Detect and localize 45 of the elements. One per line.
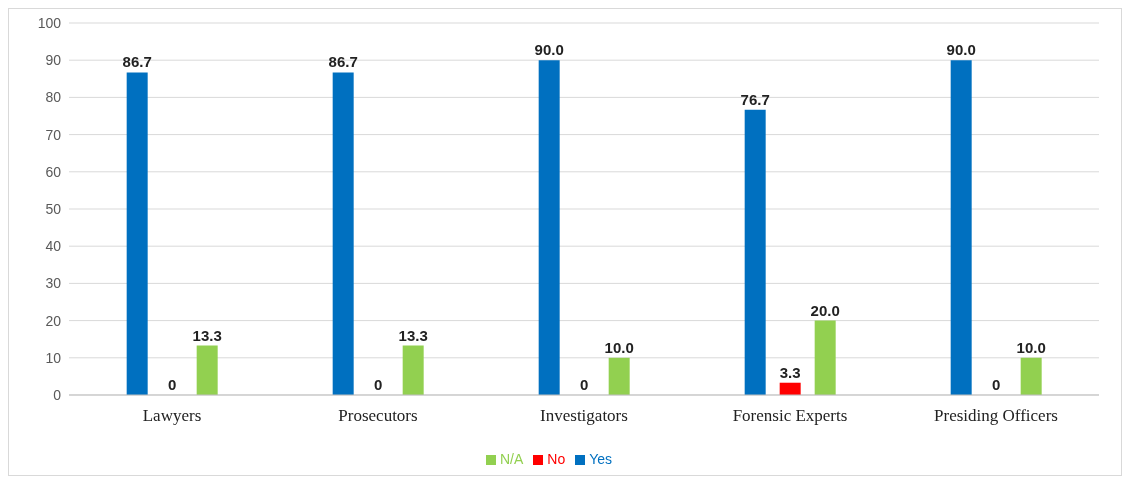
y-tick-label: 60 bbox=[45, 163, 62, 180]
data-label: 90.0 bbox=[534, 41, 564, 59]
legend-label: N/A bbox=[499, 451, 524, 467]
data-label: 0 bbox=[374, 375, 383, 393]
legend-label: Yes bbox=[589, 451, 613, 467]
data-label: 13.3 bbox=[192, 326, 222, 344]
bar bbox=[1020, 357, 1042, 395]
y-tick-label: 40 bbox=[45, 238, 62, 255]
bar bbox=[608, 357, 630, 395]
x-tick-label: Lawyers bbox=[142, 406, 202, 426]
y-tick-label: 30 bbox=[45, 275, 62, 292]
bar bbox=[126, 72, 148, 395]
data-label: 20.0 bbox=[810, 301, 840, 319]
data-label: 86.7 bbox=[328, 53, 358, 71]
bar bbox=[538, 60, 560, 395]
data-label: 3.3 bbox=[779, 363, 801, 381]
bar bbox=[950, 60, 972, 395]
bar bbox=[744, 109, 766, 395]
data-label: 86.7 bbox=[122, 53, 152, 71]
x-tick-label: Prosecutors bbox=[338, 406, 418, 426]
bar bbox=[196, 345, 218, 395]
data-label: 13.3 bbox=[398, 326, 428, 344]
y-tick-label: 50 bbox=[45, 200, 62, 217]
x-tick-label: Presiding Officers bbox=[934, 406, 1058, 426]
data-label: 76.7 bbox=[740, 90, 770, 108]
y-tick-label: 70 bbox=[45, 126, 62, 143]
data-label: 0 bbox=[168, 375, 177, 393]
y-tick-label: 10 bbox=[45, 349, 62, 366]
x-tick-label: Forensic Experts bbox=[732, 406, 848, 426]
y-tick-label: 90 bbox=[45, 52, 62, 69]
bar bbox=[332, 72, 354, 395]
data-label: 10.0 bbox=[1016, 338, 1046, 356]
y-tick-label: 0 bbox=[53, 386, 62, 403]
legend-label: No bbox=[547, 451, 566, 467]
y-tick-label: 20 bbox=[45, 312, 62, 329]
data-label: 90.0 bbox=[946, 41, 976, 59]
bar bbox=[779, 382, 801, 395]
bar bbox=[402, 345, 424, 395]
data-label: 0 bbox=[580, 375, 589, 393]
bar bbox=[814, 320, 836, 395]
data-label: 10.0 bbox=[604, 338, 634, 356]
y-tick-label: 80 bbox=[45, 89, 62, 106]
data-label: 0 bbox=[992, 375, 1001, 393]
y-tick-label: 100 bbox=[37, 14, 62, 31]
x-tick-label: Investigators bbox=[540, 406, 628, 426]
